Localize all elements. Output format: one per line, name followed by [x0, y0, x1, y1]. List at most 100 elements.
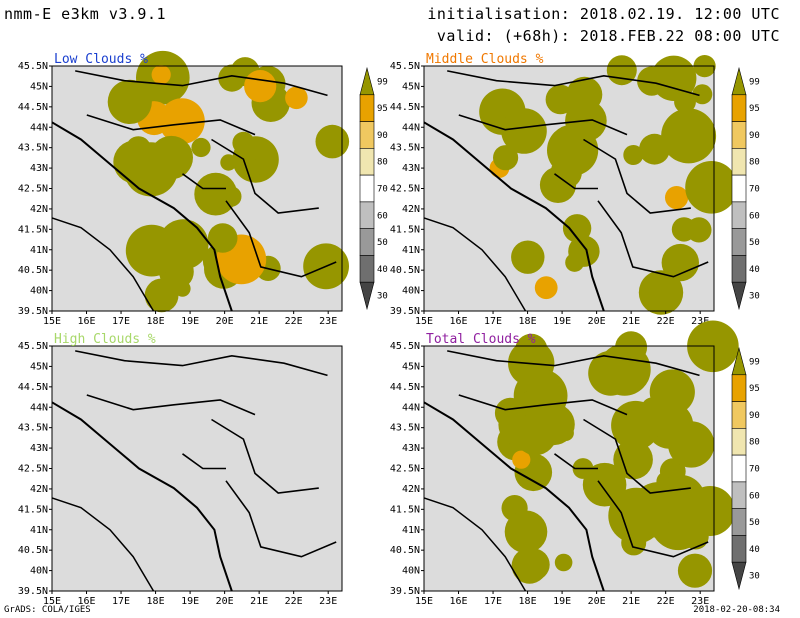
- low-xtick-label: 19E: [181, 316, 199, 327]
- total-ytick-label: 41N: [402, 525, 420, 536]
- middle-xtick-label: 20E: [588, 316, 606, 327]
- high-ytick-label: 41N: [30, 525, 48, 536]
- low-cloud-cell: [315, 124, 350, 159]
- middle-cloud-cell: [493, 145, 519, 171]
- low-cloud-cell: [159, 98, 205, 144]
- total-colorbar-label: 40: [749, 545, 760, 555]
- total-cloud-cell: [582, 462, 627, 507]
- low-xtick-label: 20E: [216, 316, 234, 327]
- low-border-line: [75, 70, 328, 97]
- middle-xtick-label: 17E: [484, 316, 502, 327]
- low-ytick-label: 41N: [30, 245, 48, 256]
- low-ytick-label: 45.5N: [18, 61, 48, 72]
- middle-cloud-cell: [606, 55, 637, 86]
- high-xtick-label: 21E: [250, 596, 268, 607]
- low-cloud-cell: [242, 158, 262, 179]
- middle-clouds-map: Middle Clouds % 45.5N 45N 44.5N 44N 43.5N 43N 4…: [390, 52, 760, 327]
- total-colorbar-label: 50: [749, 518, 760, 528]
- low-xtick-label: 17E: [112, 316, 130, 327]
- middle-colorbar-label: 50: [749, 238, 760, 248]
- total-ytick-label: 45.5N: [390, 341, 420, 352]
- low-colorbar-label: 40: [377, 265, 388, 275]
- middle-cloud-cell: [665, 186, 689, 210]
- middle-colorbar-label: 95: [749, 104, 760, 114]
- total-colorbar-label: 60: [749, 491, 760, 501]
- total-coastline-italy: [423, 497, 527, 592]
- low-colorbar-label: 95: [377, 104, 388, 114]
- middle-colorbar-segment: [731, 281, 747, 311]
- middle-xtick-label: 15E: [415, 316, 433, 327]
- middle-cloud-cell: [501, 108, 547, 154]
- low-colorbar-segment: [359, 174, 375, 203]
- low-border-line: [211, 138, 319, 214]
- low-colorbar-label: 70: [377, 185, 388, 195]
- high-ytick-label: 40.5N: [18, 545, 48, 556]
- middle-ytick-label: 44N: [402, 122, 420, 133]
- high-border-line: [211, 418, 319, 494]
- middle-chart-title: Middle Clouds %: [426, 52, 544, 67]
- low-cloud-cell: [174, 280, 191, 297]
- low-colorbar-segment: [359, 66, 375, 96]
- low-xtick-label: 18E: [147, 316, 165, 327]
- total-colorbar-segment: [731, 508, 747, 536]
- total-border-line: [554, 453, 598, 470]
- total-colorbar-label: 30: [749, 572, 760, 582]
- middle-xtick-label: 18E: [519, 316, 537, 327]
- total-ytick-label: 44N: [402, 402, 420, 413]
- total-colorbar-segment: [731, 374, 747, 402]
- total-xtick-label: 23E: [691, 596, 709, 607]
- total-xtick-label: 19E: [553, 596, 571, 607]
- middle-colorbar-segment: [731, 121, 747, 149]
- grads-credit: GrADS: COLA/IGES: [4, 605, 91, 615]
- low-ytick-label: 42N: [30, 204, 48, 215]
- total-ytick-label: 39.5N: [390, 586, 420, 597]
- low-colorbar-segment: [359, 94, 375, 122]
- low-ytick-label: 41.5N: [18, 224, 48, 235]
- low-colorbar-label: 99: [377, 77, 388, 87]
- total-xtick-label: 17E: [484, 596, 502, 607]
- high-ytick-label: 44.5N: [18, 382, 48, 393]
- high-ytick-label: 42.5N: [18, 464, 48, 475]
- middle-colorbar-label: 30: [749, 292, 760, 302]
- total-cloud-cell: [598, 343, 651, 396]
- low-coastline-italy: [51, 217, 155, 312]
- low-ytick-label: 40.5N: [18, 265, 48, 276]
- low-colorbar-segment: [359, 148, 375, 176]
- high-xtick-label: 20E: [216, 596, 234, 607]
- high-ytick-label: 39.5N: [18, 586, 48, 597]
- total-cloud-cell: [611, 400, 661, 450]
- low-ytick-label: 43N: [30, 163, 48, 174]
- total-colorbar-label: 90: [749, 411, 760, 421]
- total-border-line: [583, 418, 691, 494]
- middle-colorbar-segment: [731, 201, 747, 229]
- initialisation-time: initialisation: 2018.02.19. 12:00 UTC: [427, 5, 780, 23]
- high-ytick-label: 45.5N: [18, 341, 48, 352]
- middle-border-line: [554, 173, 598, 190]
- low-clouds-panel: Low Clouds % 45.5N 45N 44.5N 44N 43.5N 43N 42.5…: [2, 48, 392, 328]
- middle-colorbar-label: 70: [749, 185, 760, 195]
- middle-border-line: [597, 200, 709, 278]
- total-cloud-cell: [515, 333, 548, 367]
- low-cloud-cell: [125, 136, 151, 162]
- high-clouds-map: High Clouds % 45.5N 45N 44.5N 44N 43.5N 43N 42.…: [18, 332, 343, 607]
- low-border-line: [225, 200, 337, 278]
- model-title: nmm-E e3km v3.9.1: [4, 5, 167, 23]
- middle-ytick-label: 45.5N: [390, 61, 420, 72]
- total-xtick-label: 15E: [415, 596, 433, 607]
- middle-cloud-cell: [674, 91, 696, 113]
- total-colorbar-label: 80: [749, 438, 760, 448]
- low-colorbar-label: 60: [377, 211, 388, 221]
- low-cloud-cell: [151, 65, 171, 85]
- total-clouds-map: Total Clouds % 45.5N 45N 44.5N 44N 43.5N 43N 42…: [390, 320, 760, 607]
- low-colorbar-segment: [359, 121, 375, 149]
- middle-border-line: [583, 138, 691, 214]
- high-border-line: [86, 394, 256, 416]
- low-coastline: [51, 121, 233, 312]
- high-xtick-label: 19E: [181, 596, 199, 607]
- total-xtick-label: 22E: [657, 596, 675, 607]
- total-ytick-label: 42.5N: [390, 464, 420, 475]
- middle-ytick-label: 44.5N: [390, 102, 420, 113]
- high-ytick-label: 42N: [30, 484, 48, 495]
- total-ytick-label: 41.5N: [390, 504, 420, 515]
- middle-colorbar-segment: [731, 228, 747, 256]
